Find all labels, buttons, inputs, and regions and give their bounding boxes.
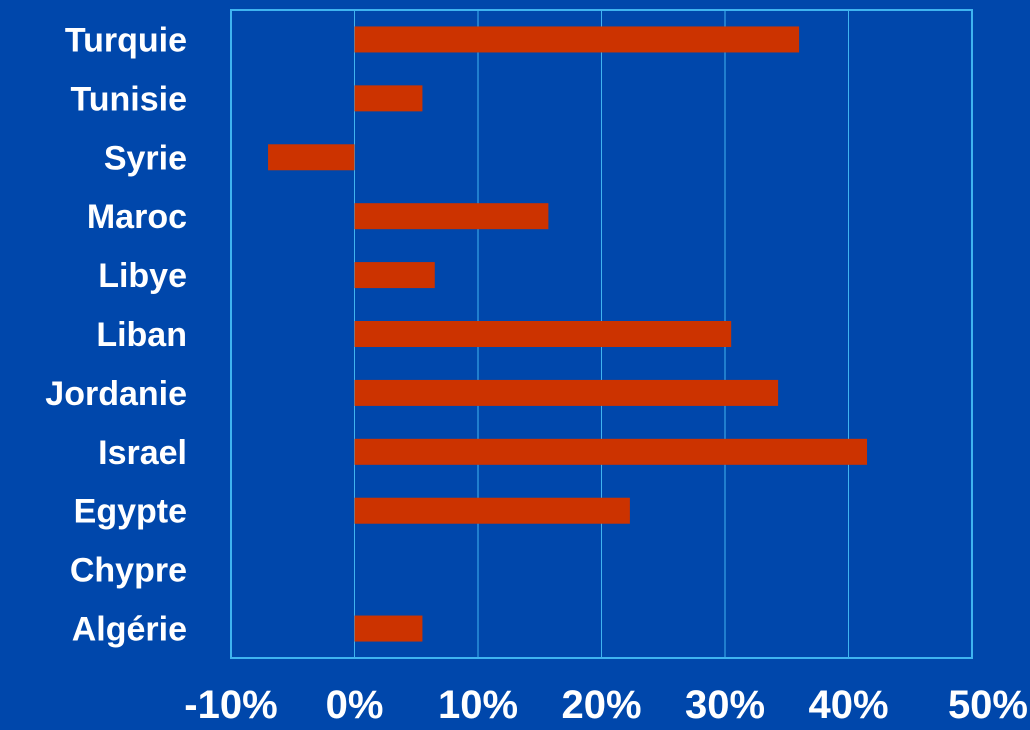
category-label: Tunisie — [71, 80, 188, 118]
bar-syrie — [268, 144, 355, 171]
category-label: Israel — [98, 434, 187, 472]
x-tick-label: 30% — [685, 683, 765, 725]
x-tick-labels: -10% 0% 10% 20% 30% 40% 50% — [184, 683, 1028, 727]
bar-algérie — [354, 615, 423, 642]
x-tick-label: 40% — [808, 683, 888, 725]
bar-egypte — [354, 497, 630, 524]
category-label: Algérie — [72, 611, 187, 649]
category-label: Libye — [98, 257, 187, 295]
category-label: Egypte — [74, 493, 187, 531]
x-tick-label: 10% — [438, 683, 518, 725]
bar-israel — [354, 438, 868, 465]
plot-area-frame — [230, 9, 973, 659]
x-tick-label: 20% — [561, 683, 641, 725]
bar-libye — [354, 262, 435, 289]
bar-maroc — [354, 203, 549, 230]
category-label: Liban — [96, 316, 187, 354]
category-label: Chypre — [70, 552, 187, 590]
bar-liban — [354, 321, 732, 347]
bars — [268, 26, 868, 642]
x-tick-label: 50% — [948, 683, 1028, 725]
category-labels: Turquie Tunisie Syrie Maroc Libye Liban Jordan… — [45, 21, 187, 648]
bar-tunisie — [354, 85, 423, 112]
category-label: Jordanie — [45, 375, 187, 413]
category-label: Turquie — [65, 21, 187, 59]
bar-turquie — [354, 26, 800, 53]
bar-jordanie — [354, 379, 779, 406]
category-label: Maroc — [87, 198, 187, 236]
x-tick-label: 0% — [326, 683, 384, 725]
x-tick-label: -10% — [184, 683, 277, 725]
category-label: Syrie — [104, 139, 187, 177]
